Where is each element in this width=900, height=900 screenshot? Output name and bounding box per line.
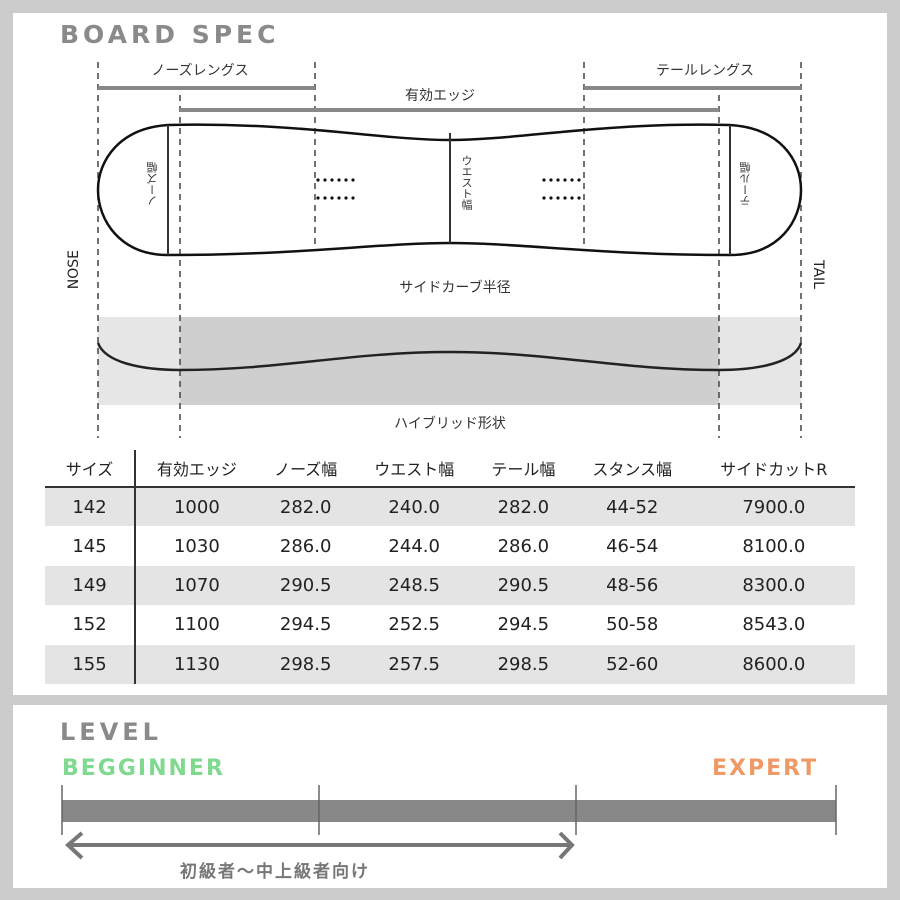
header-waist-width: ウエスト幅 [353, 450, 475, 488]
table-cell: 282.0 [257, 487, 354, 527]
table-cell: 252.5 [388, 614, 440, 636]
table-cell: 1000 [135, 487, 258, 527]
table-row: 152 1100 294.5 252.5 294.5 50-58 8543.0 [45, 605, 855, 645]
level-range-arrow [64, 831, 575, 860]
table-cell: 8543.0 [742, 614, 806, 636]
table-cell: 286.0 [497, 535, 550, 557]
table-cell: 298.5 [257, 644, 354, 684]
profile-bg-dark [180, 317, 719, 405]
sidecut-label: サイドカーブ半径 [399, 280, 511, 296]
header-sidecut-r: サイドカットR [692, 450, 855, 488]
table-cell: 8300.0 [692, 565, 855, 606]
header-effective-edge: 有効エッジ [135, 450, 258, 488]
nose-width-label: ノーズ幅 [146, 162, 159, 206]
profile-label: ハイブリッド形状 [394, 416, 506, 432]
dimension-bars [98, 86, 801, 112]
table-cell: 1070 [135, 565, 258, 606]
level-title: LEVEL [60, 718, 162, 746]
table-cell: 7900.0 [692, 487, 855, 527]
table-cell: 240.0 [353, 487, 475, 527]
tail-width-label: テール幅 [739, 162, 752, 206]
table-cell: 46-54 [606, 535, 659, 557]
header-size: サイズ [45, 450, 136, 488]
width-lines [167, 125, 731, 255]
table-cell: 8600.0 [692, 644, 855, 684]
table-header-row: サイズ 有効エッジ ノーズ幅 ウエスト幅 テール幅 スタンス幅 サイドカットR [45, 450, 855, 488]
waist-width-label: ウエスト幅 [460, 155, 473, 210]
table-cell: 44-52 [571, 487, 693, 527]
table-cell: 152 [45, 605, 136, 645]
expert-label: EXPERT [712, 756, 819, 781]
beginner-label: BEGGINNER [62, 756, 225, 781]
tail-label: TAIL [810, 260, 826, 289]
table-cell: 50-58 [606, 614, 659, 636]
table-cell: 142 [45, 487, 136, 527]
table-row: 149 1070 290.5 248.5 290.5 48-56 8300.0 [45, 565, 855, 606]
table-cell: 248.5 [353, 565, 475, 606]
header-tail-width: テール幅 [474, 450, 572, 488]
level-panel [13, 705, 887, 888]
tail-length-label: テールレングス [656, 63, 754, 79]
level-range-label: 初級者〜中上級者向け [180, 862, 370, 882]
spec-table: サイズ 有効エッジ ノーズ幅 ウエスト幅 テール幅 スタンス幅 サイドカットR … [45, 450, 855, 684]
table-cell: 1100 [173, 614, 220, 636]
nose-length-label: ノーズレングス [151, 63, 249, 79]
table-cell: 48-56 [571, 565, 693, 606]
header-stance-width: スタンス幅 [571, 450, 693, 488]
board-spec-title: BOARD SPEC [60, 20, 280, 49]
table-cell: 1030 [173, 535, 220, 557]
table-cell: 298.5 [474, 644, 572, 684]
table-cell: 1130 [135, 644, 258, 684]
table-cell: 290.5 [474, 565, 572, 606]
table-cell: 282.0 [474, 487, 572, 527]
table-cell: 294.5 [497, 614, 550, 636]
nose-label: NOSE [66, 250, 82, 290]
table-cell: 257.5 [353, 644, 475, 684]
table-row: 145 1030 286.0 244.0 286.0 46-54 8100.0 [45, 526, 855, 566]
table-cell: 244.0 [388, 535, 440, 557]
table-cell: 290.5 [257, 565, 354, 606]
table-row: 155 1130 298.5 257.5 298.5 52-60 8600.0 [45, 644, 855, 684]
insert-holes [316, 178, 581, 200]
header-nose-width: ノーズ幅 [257, 450, 354, 488]
level-ticks [61, 785, 837, 835]
profile-curve [96, 342, 803, 372]
table-cell: 145 [45, 526, 136, 566]
guide-lines [97, 62, 802, 438]
level-bar [62, 800, 836, 822]
table-row: 142 1000 282.0 240.0 282.0 44-52 7900.0 [45, 487, 855, 527]
table-cell: 155 [45, 644, 136, 684]
table-cell: 8100.0 [742, 535, 806, 557]
effective-edge-label: 有効エッジ [405, 88, 475, 104]
table-cell: 286.0 [279, 535, 332, 557]
table-cell: 294.5 [279, 614, 332, 636]
table-cell: 149 [45, 565, 136, 606]
table-cell: 52-60 [571, 644, 693, 684]
